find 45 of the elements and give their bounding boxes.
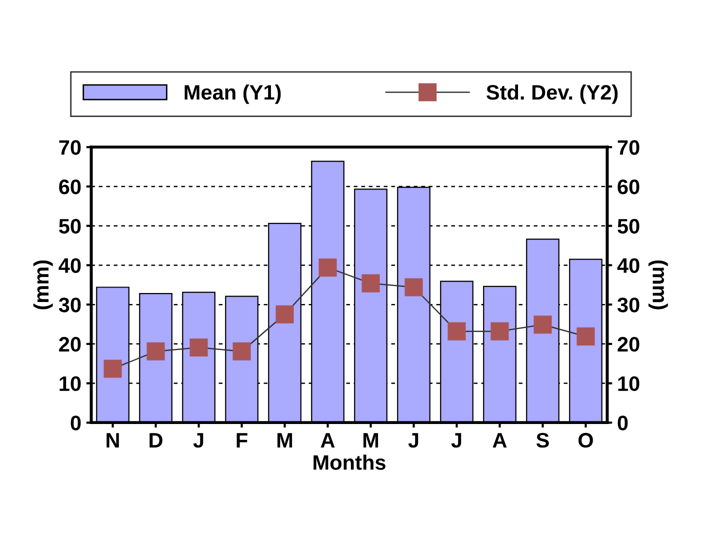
x-tick-label: M (277, 433, 292, 448)
x-tick-label: J (451, 433, 462, 448)
point (232, 342, 251, 360)
x-tick-label: F (236, 433, 248, 448)
x-tick-label: J (193, 433, 204, 448)
y-tick-label: 60 (59, 179, 81, 194)
y2-tick-label: 30 (617, 298, 640, 312)
point (576, 327, 595, 346)
y2-tick-label: 40 (617, 258, 640, 273)
point (146, 342, 165, 360)
point (404, 278, 423, 296)
x-tick-label: A (492, 433, 507, 448)
point (104, 360, 122, 378)
y-tick-label: 0 (70, 416, 81, 430)
x-tick-label: S (536, 432, 549, 448)
x-tick-label: M (363, 433, 378, 448)
point (318, 258, 337, 277)
y2-tick-label: 0 (618, 416, 628, 430)
y-tick-label: 10 (60, 376, 81, 392)
legend-label: Std. Dev. (Y2) (486, 84, 618, 104)
point (534, 316, 552, 334)
x-tick-label: D (150, 433, 162, 448)
y-tick-label: 70 (59, 140, 81, 155)
x-tick-label: J (408, 433, 418, 448)
y-tick-label: 20 (59, 336, 81, 352)
legend-label: Mean (Y1) (184, 84, 281, 104)
y-axis-title: (mm) (33, 260, 53, 310)
y2-tick-label: 50 (618, 218, 640, 234)
point (448, 322, 466, 340)
y2-tick-label: 20 (618, 336, 640, 352)
y-tick-label: 50 (59, 218, 81, 234)
point (490, 322, 509, 340)
y2-tick-label: 60 (618, 179, 640, 194)
x-tick-label: A (320, 433, 335, 448)
y-tick-label: 30 (58, 298, 81, 312)
y2-tick-label: 70 (618, 140, 640, 155)
x-axis-title: Months (314, 454, 386, 470)
point (276, 305, 294, 324)
point (362, 274, 380, 292)
x-tick-label: N (106, 433, 119, 448)
x-tick-label: O (578, 432, 593, 448)
y-tick-label: 40 (58, 258, 81, 273)
y2-tick-label: 10 (618, 376, 640, 392)
point (190, 338, 208, 356)
y2-axis-title: (mm) (648, 260, 668, 310)
